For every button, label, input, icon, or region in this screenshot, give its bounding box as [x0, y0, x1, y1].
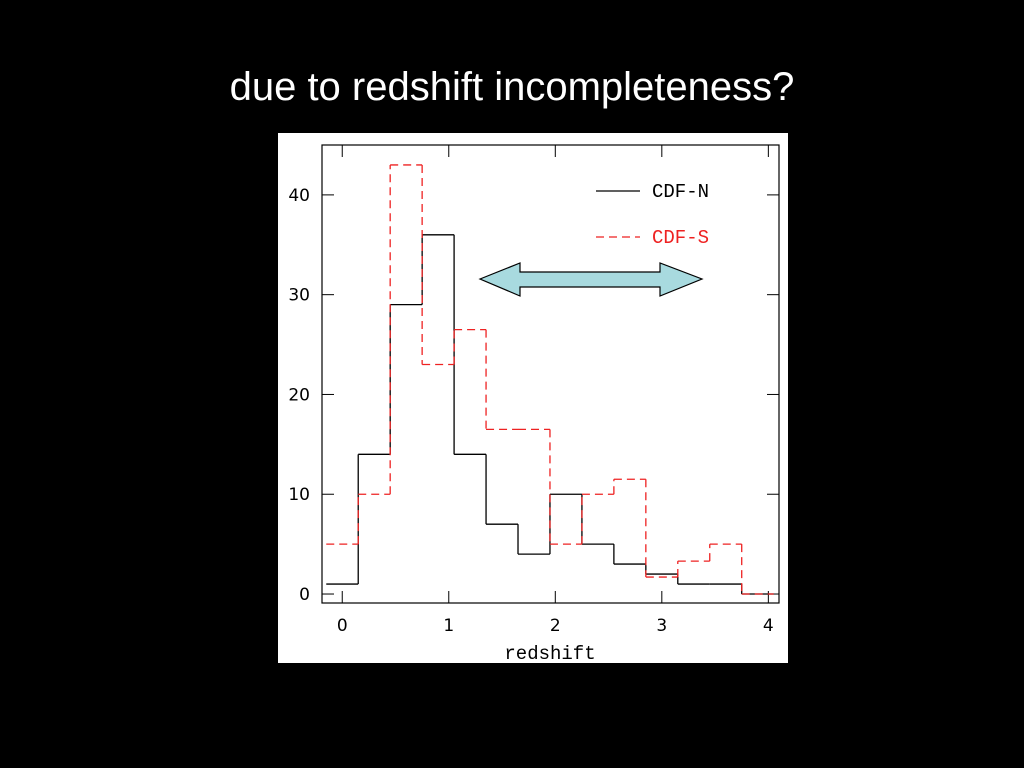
x-tick-label: 1 — [443, 616, 454, 636]
y-tick-label: 40 — [288, 186, 310, 206]
plot-frame — [321, 144, 780, 604]
y-tick-label: 20 — [288, 385, 310, 405]
x-tick-label: 2 — [550, 616, 561, 636]
x-tick-label: 3 — [656, 616, 667, 636]
x-tick-label: 0 — [337, 616, 348, 636]
chart-panel — [278, 133, 788, 663]
double-arrow — [478, 262, 704, 297]
x-axis-label: redshift — [504, 643, 595, 665]
x-tick-label: 4 — [763, 616, 774, 636]
slide-title: due to redshift incompleteness? — [230, 65, 795, 109]
legend-label: CDF-N — [652, 181, 709, 203]
y-tick-label: 30 — [288, 286, 310, 306]
legend-label: CDF-S — [652, 227, 709, 249]
y-tick-label: 10 — [288, 485, 310, 505]
y-tick-label: 0 — [299, 585, 310, 605]
